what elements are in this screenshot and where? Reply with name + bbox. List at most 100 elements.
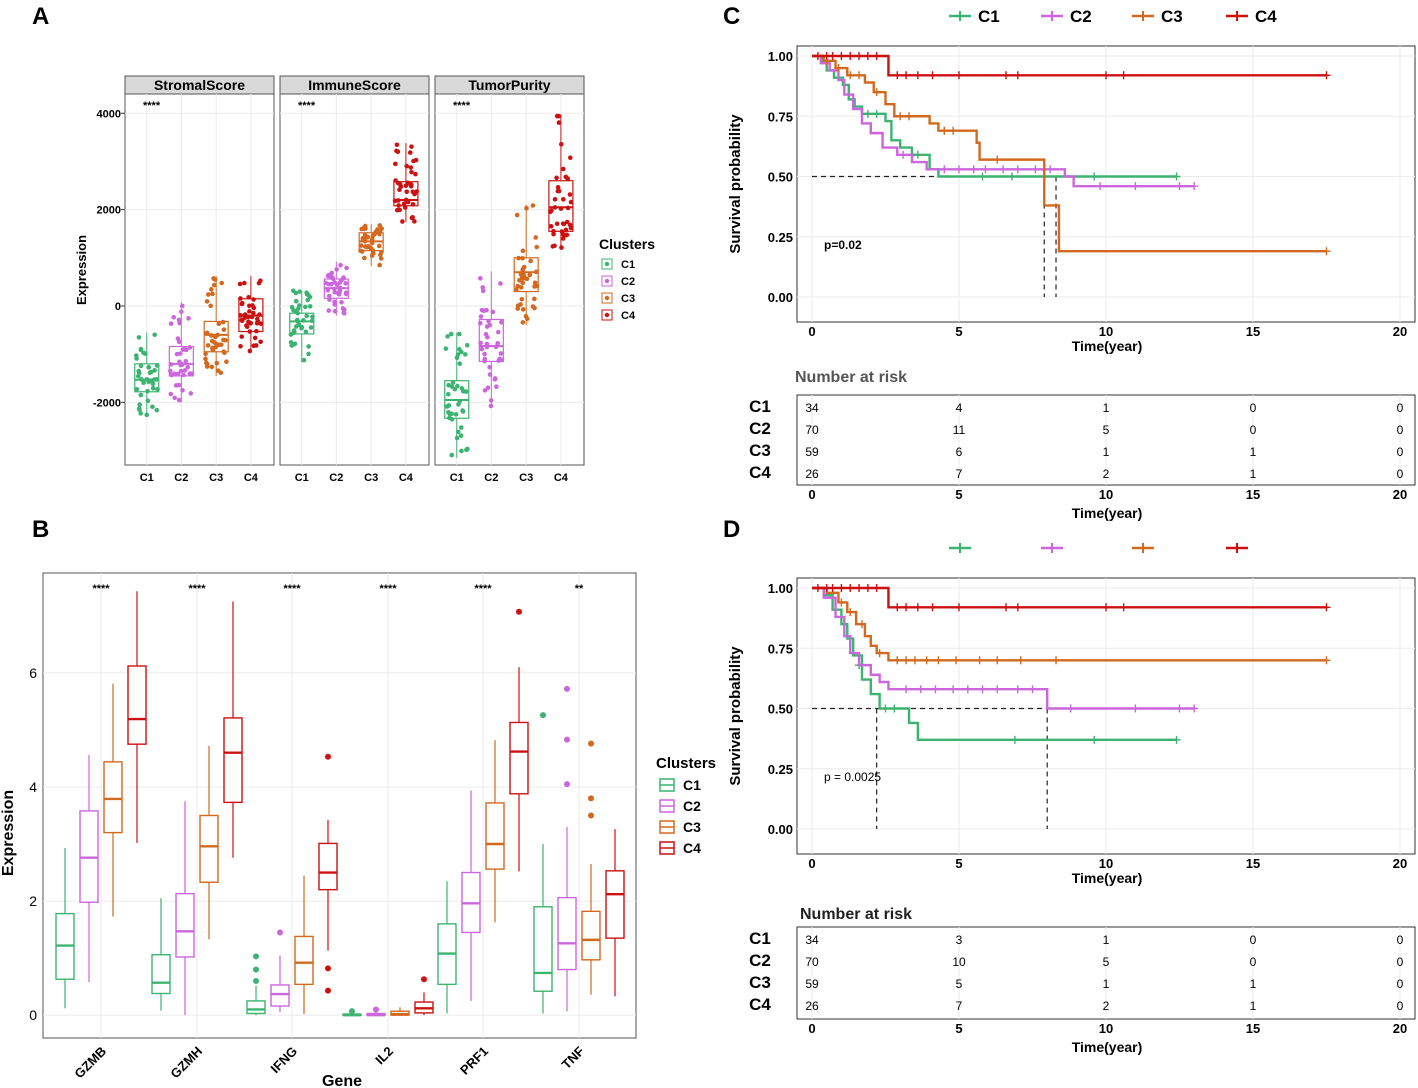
data-point (252, 335, 258, 341)
data-point (484, 344, 490, 350)
facet-panel (124, 93, 275, 466)
data-point (238, 313, 243, 318)
censor-mark (916, 685, 925, 694)
data-point (445, 391, 451, 397)
data-point (169, 372, 174, 378)
risk-table-value: 0 (1250, 955, 1257, 969)
data-point (478, 276, 483, 281)
panel-label-d: D (723, 516, 740, 543)
data-point (206, 292, 211, 297)
censor-mark (902, 603, 911, 612)
box (103, 761, 123, 834)
data-point (325, 287, 331, 293)
data-point (481, 308, 487, 314)
data-point (306, 351, 311, 357)
data-point (452, 386, 458, 392)
y-tick-label: 1.00 (768, 49, 793, 64)
data-point (549, 208, 554, 213)
data-point (449, 452, 455, 458)
data-point (482, 388, 488, 393)
data-point (154, 363, 160, 368)
data-point (212, 277, 218, 282)
data-point (478, 340, 483, 346)
data-point (143, 351, 148, 356)
censor-mark (981, 165, 990, 174)
data-point (404, 189, 410, 195)
censor-mark (890, 704, 899, 713)
panel-b-boxplot: 0 2 4 6 **** GZMB **** GZMH **** IFNG **** IL2 **** P… (0, 572, 716, 1088)
data-point (498, 281, 503, 286)
data-point (180, 387, 185, 393)
data-point (455, 383, 460, 389)
censor-mark (846, 71, 855, 80)
censor-mark (828, 584, 837, 592)
data-point (183, 358, 189, 364)
data-point (251, 310, 256, 316)
box (175, 892, 195, 958)
legend-label: C4 (621, 310, 636, 322)
data-point (172, 395, 178, 401)
y-tick-label: 1.00 (768, 581, 793, 596)
data-point (332, 290, 338, 295)
data-point (395, 149, 401, 155)
x-tick-label: 20 (1393, 324, 1407, 339)
outlier-point (253, 966, 259, 973)
data-point (307, 304, 313, 309)
legend-label: C1 (978, 7, 1000, 26)
facet-title: ImmuneScore (308, 77, 401, 93)
data-point (247, 348, 253, 354)
censor-mark (813, 52, 822, 60)
x-tick-label: IFNG (268, 1044, 301, 1077)
legend-key-dot (604, 278, 610, 284)
data-point (176, 317, 182, 323)
significance-label: **** (143, 100, 161, 112)
censor-mark (1013, 165, 1022, 174)
data-point (183, 347, 189, 353)
data-point (146, 365, 151, 370)
panel-label-b: B (32, 516, 49, 543)
data-point (341, 310, 347, 315)
data-point (306, 292, 311, 298)
significance-label: **** (283, 583, 301, 595)
data-point (524, 205, 529, 211)
data-point (204, 330, 209, 336)
risk-table-value: 5 (1103, 955, 1110, 969)
censor-mark (1131, 704, 1140, 713)
data-point (189, 371, 195, 376)
data-point (568, 225, 574, 231)
censor-mark (1190, 704, 1199, 713)
survival-curve-c2 (812, 586, 1195, 710)
x-tick-label: 5 (955, 324, 962, 339)
data-point (499, 319, 504, 325)
censor-mark (922, 656, 931, 665)
data-point (208, 287, 214, 292)
risk-table-value: 70 (805, 955, 819, 969)
censor-mark (893, 603, 902, 612)
p-value-label: p = 0.0025 (824, 770, 881, 784)
censor-mark (1175, 704, 1184, 713)
censor-mark (1175, 182, 1184, 191)
censor-mark (837, 598, 846, 607)
data-point (138, 346, 144, 352)
data-point (152, 368, 157, 373)
data-point (520, 307, 526, 312)
censor-mark (855, 71, 864, 80)
data-point (378, 256, 384, 261)
data-point (309, 318, 315, 324)
risk-table-value: 0 (1397, 977, 1404, 991)
data-point (563, 227, 569, 233)
significance-label: **** (188, 583, 206, 595)
data-point (480, 288, 486, 294)
data-point (219, 280, 225, 286)
data-point (343, 290, 349, 295)
data-point (209, 364, 215, 370)
censor-mark (837, 52, 846, 60)
risk-table-title: Number at risk (795, 369, 907, 386)
data-point (180, 347, 186, 352)
data-point (179, 361, 184, 367)
x-tick-label: 0 (808, 856, 815, 871)
data-point (176, 339, 182, 345)
risk-table-value: 70 (805, 423, 819, 437)
data-point (555, 188, 561, 194)
data-point (555, 184, 561, 190)
